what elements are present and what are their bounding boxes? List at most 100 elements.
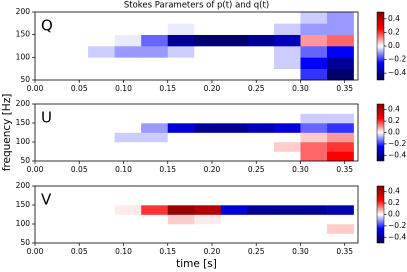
heatmap-cell — [167, 214, 195, 225]
x-axis-label: time [s] — [176, 258, 217, 270]
heatmap-cell — [273, 104, 301, 114]
colorbar-tick-label: −0.4 — [388, 68, 406, 77]
heatmap-cell — [194, 214, 222, 225]
heatmap-cell — [220, 214, 248, 225]
colorbar-tick-label: −0.4 — [388, 232, 406, 241]
heatmap-cell — [327, 104, 354, 114]
colorbar-tick-label: −0.2 — [388, 221, 406, 230]
heatmap-cell — [35, 132, 62, 143]
heatmap-cell — [220, 224, 248, 234]
heatmap-cell — [114, 142, 142, 152]
heatmap-cell — [61, 151, 89, 162]
heatmap-cell — [273, 214, 301, 225]
heatmap-cell — [327, 23, 354, 35]
heatmap-cell — [141, 233, 169, 244]
heatmap-cell — [88, 104, 115, 114]
x-tick-label: 0.25 — [248, 247, 265, 256]
heatmap-cell — [220, 132, 248, 143]
heatmap-cell — [247, 151, 275, 162]
colorbar-tick-label: 0.4 — [388, 105, 400, 114]
x-tick-label: 0.15 — [159, 165, 176, 174]
heatmap-cell — [35, 23, 62, 35]
x-tick-label: 0.00 — [27, 84, 44, 93]
heatmap-cell — [327, 57, 354, 69]
heatmap-cell — [300, 68, 328, 81]
heatmap-cell — [167, 104, 195, 114]
heatmap-cell — [300, 224, 328, 234]
heatmap-cell — [273, 123, 301, 133]
heatmap-cell — [141, 12, 169, 24]
colorbar-tick-label: 0.0 — [388, 41, 400, 50]
heatmap-cell — [327, 46, 354, 58]
heatmap-cell — [88, 123, 115, 133]
heatmap-cell — [327, 142, 354, 152]
heatmap-cell — [114, 186, 142, 196]
heatmap-cell — [61, 12, 89, 24]
heatmap-cell — [273, 113, 301, 124]
heatmap-cell — [220, 151, 248, 162]
y-tick-label: 200 — [16, 99, 31, 108]
y-tick-label: 200 — [16, 7, 31, 16]
heatmap-cell — [194, 233, 222, 244]
colorbar-tick-label: −0.4 — [388, 150, 406, 159]
heatmap-cell — [114, 151, 142, 162]
heatmap-cell — [300, 132, 328, 143]
heatmap-cell — [194, 57, 222, 69]
heatmap-cell — [141, 132, 169, 143]
y-tick-label: 100 — [16, 219, 31, 228]
heatmap-cell — [167, 224, 195, 234]
y-tick-label: 50 — [20, 75, 30, 84]
heatmap-cell — [194, 142, 222, 152]
y-tick-label: 50 — [20, 156, 30, 165]
x-tick-label: 0.35 — [336, 84, 353, 93]
heatmap-cell — [247, 186, 275, 196]
heatmap-cell — [273, 151, 301, 162]
heatmap-cell — [61, 142, 89, 152]
heatmap-cell — [194, 151, 222, 162]
heatmap-cell — [141, 195, 169, 206]
heatmap-cell — [300, 195, 328, 206]
heatmap-cell — [247, 104, 275, 114]
heatmap-cell — [194, 186, 222, 196]
heatmap-cell — [88, 113, 115, 124]
colorbar-tick-label: 0.0 — [388, 210, 400, 219]
heatmap-cell — [327, 151, 354, 162]
heatmap-cell — [141, 34, 169, 47]
heatmap-cell — [61, 46, 89, 58]
colorbar-tick-label: 0.4 — [388, 187, 400, 196]
heatmap-cell — [114, 205, 142, 215]
heatmap-cell — [61, 205, 89, 215]
heatmap-cell — [247, 113, 275, 124]
heatmap-cell — [247, 205, 275, 215]
x-tick-label: 0.00 — [27, 165, 44, 174]
heatmap-cell — [35, 12, 62, 24]
heatmap-cell — [220, 113, 248, 124]
heatmap-cell — [61, 195, 89, 206]
heatmap-cell — [35, 214, 62, 225]
heatmap-cell — [167, 151, 195, 162]
x-tick-label: 0.05 — [71, 247, 88, 256]
heatmap-cell — [114, 233, 142, 244]
heatmap-cell — [167, 132, 195, 143]
colorbar-tick-label: −0.2 — [388, 55, 406, 64]
heatmap-cell — [35, 57, 62, 69]
heatmap-cell — [220, 57, 248, 69]
panel-label: V — [41, 191, 52, 209]
heatmap-cell — [327, 68, 354, 81]
heatmap-cell — [61, 113, 89, 124]
heatmap-cell — [194, 12, 222, 24]
colorbar-tick-label: 0.0 — [388, 128, 400, 137]
heatmap-cell — [220, 205, 248, 215]
heatmap-cell — [61, 233, 89, 244]
heatmap-cell — [194, 195, 222, 206]
heatmap-cell — [247, 132, 275, 143]
heatmap-cell — [88, 142, 115, 152]
heatmap-cell — [247, 233, 275, 244]
heatmap-cell — [114, 12, 142, 24]
heatmap-cell — [167, 34, 195, 47]
heatmap-cell — [114, 123, 142, 133]
heatmap-cell — [61, 34, 89, 47]
heatmap-cell — [273, 57, 301, 69]
